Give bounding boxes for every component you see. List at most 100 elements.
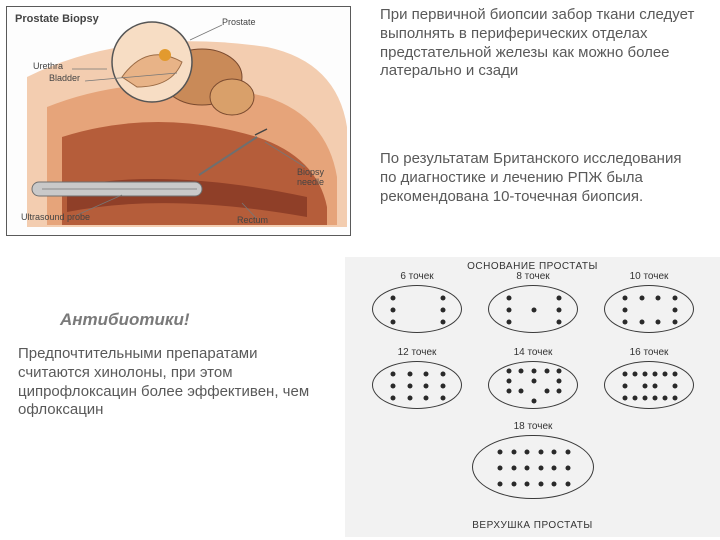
scheme-dot [557, 308, 562, 313]
scheme-dot [544, 368, 549, 373]
scheme-dot [506, 296, 511, 301]
scheme-dot [639, 320, 644, 325]
scheme-label: 10 точек [604, 271, 694, 282]
scheme-dot [663, 372, 668, 377]
scheme-label: 14 точек [488, 347, 578, 358]
scheme-dot [656, 296, 661, 301]
paragraph-2: По результатам Британского исследования … [380, 150, 700, 206]
slide-root: Prostate Biopsy [0, 0, 720, 540]
antibiotics-body: Предпочтительными препаратами считаются … [18, 345, 318, 420]
scheme-dot [497, 449, 502, 454]
scheme-dot [532, 378, 537, 383]
scheme-ellipse [488, 361, 578, 409]
scheme-dot [532, 399, 537, 404]
scheme-dot [424, 384, 429, 389]
antibiotics-heading: Антибиотики! [60, 310, 190, 330]
label-biopsy-needle: Biopsy needle [297, 167, 350, 187]
scheme-dot [622, 296, 627, 301]
scheme-dot [424, 396, 429, 401]
scheme-dot [673, 308, 678, 313]
scheme-dot [506, 368, 511, 373]
scheme-dot [557, 320, 562, 325]
scheme-dot [407, 372, 412, 377]
scheme-dot [506, 378, 511, 383]
scheme-dot [622, 320, 627, 325]
label-prostate: Prostate [222, 17, 256, 27]
scheme-dot [511, 482, 516, 487]
scheme-dot [511, 465, 516, 470]
scheme-dot [656, 320, 661, 325]
scheme-dot [407, 384, 412, 389]
scheme-cell: 8 точек [488, 271, 578, 333]
scheme-label: 16 точек [604, 347, 694, 358]
scheme-dot [390, 396, 395, 401]
scheme-dot [525, 465, 530, 470]
scheme-cell: 6 точек [372, 271, 462, 333]
scheme-cell: 12 точек [372, 347, 462, 409]
scheme-dot [552, 482, 557, 487]
scheme-dot [506, 320, 511, 325]
scheme-dot [642, 372, 647, 377]
scheme-dot [552, 465, 557, 470]
scheme-dot [673, 320, 678, 325]
scheme-dot [653, 372, 658, 377]
scheme-dot [497, 482, 502, 487]
scheme-dot [544, 389, 549, 394]
scheme-dot [532, 368, 537, 373]
label-bladder: Bladder [49, 73, 80, 83]
scheme-dot [441, 396, 446, 401]
scheme-label: 12 точек [372, 347, 462, 358]
scheme-dot [390, 320, 395, 325]
scheme-dot [407, 396, 412, 401]
scheme-label: 18 точек [472, 421, 594, 432]
scheme-ellipse [372, 285, 462, 333]
scheme-dot [642, 396, 647, 401]
scheme-dot [497, 465, 502, 470]
scheme-dot [538, 465, 543, 470]
biopsy-schemes-diagram: ОСНОВАНИЕ ПРОСТАТЫ ВЕРХУШКА ПРОСТАТЫ 6 т… [345, 257, 720, 537]
scheme-label: 6 точек [372, 271, 462, 282]
scheme-dot [525, 449, 530, 454]
scheme-dot [557, 378, 562, 383]
scheme-dot [441, 296, 446, 301]
schemes-footer: ВЕРХУШКА ПРОСТАТЫ [345, 520, 720, 531]
scheme-dot [663, 396, 668, 401]
scheme-dot [642, 384, 647, 389]
anatomy-svg [7, 7, 351, 236]
anatomy-title: Prostate Biopsy [15, 13, 99, 25]
scheme-dot [673, 384, 678, 389]
scheme-dot [632, 372, 637, 377]
scheme-dot [390, 296, 395, 301]
scheme-dot [506, 308, 511, 313]
scheme-dot [622, 396, 627, 401]
anatomy-figure: Prostate Biopsy [6, 6, 351, 236]
scheme-cell: 18 точек [472, 421, 594, 500]
scheme-dot [566, 465, 571, 470]
scheme-ellipse [472, 435, 594, 500]
scheme-dot [441, 320, 446, 325]
scheme-dot [673, 396, 678, 401]
scheme-dot [390, 372, 395, 377]
scheme-dot [525, 482, 530, 487]
label-rectum: Rectum [237, 215, 268, 225]
scheme-dot [557, 368, 562, 373]
scheme-dot [622, 384, 627, 389]
scheme-dot [653, 396, 658, 401]
label-ultrasound-probe: Ultrasound probe [21, 212, 90, 222]
scheme-cell: 10 точек [604, 271, 694, 333]
scheme-dot [532, 308, 537, 313]
scheme-dot [511, 449, 516, 454]
scheme-dot [441, 308, 446, 313]
scheme-dot [673, 372, 678, 377]
scheme-dot [390, 308, 395, 313]
scheme-dot [557, 296, 562, 301]
scheme-dot [538, 449, 543, 454]
scheme-ellipse [604, 285, 694, 333]
scheme-dot [538, 482, 543, 487]
scheme-dot [441, 372, 446, 377]
scheme-dot [390, 384, 395, 389]
scheme-dot [519, 389, 524, 394]
scheme-dot [552, 449, 557, 454]
scheme-dot [639, 296, 644, 301]
label-urethra: Urethra [33, 61, 63, 71]
